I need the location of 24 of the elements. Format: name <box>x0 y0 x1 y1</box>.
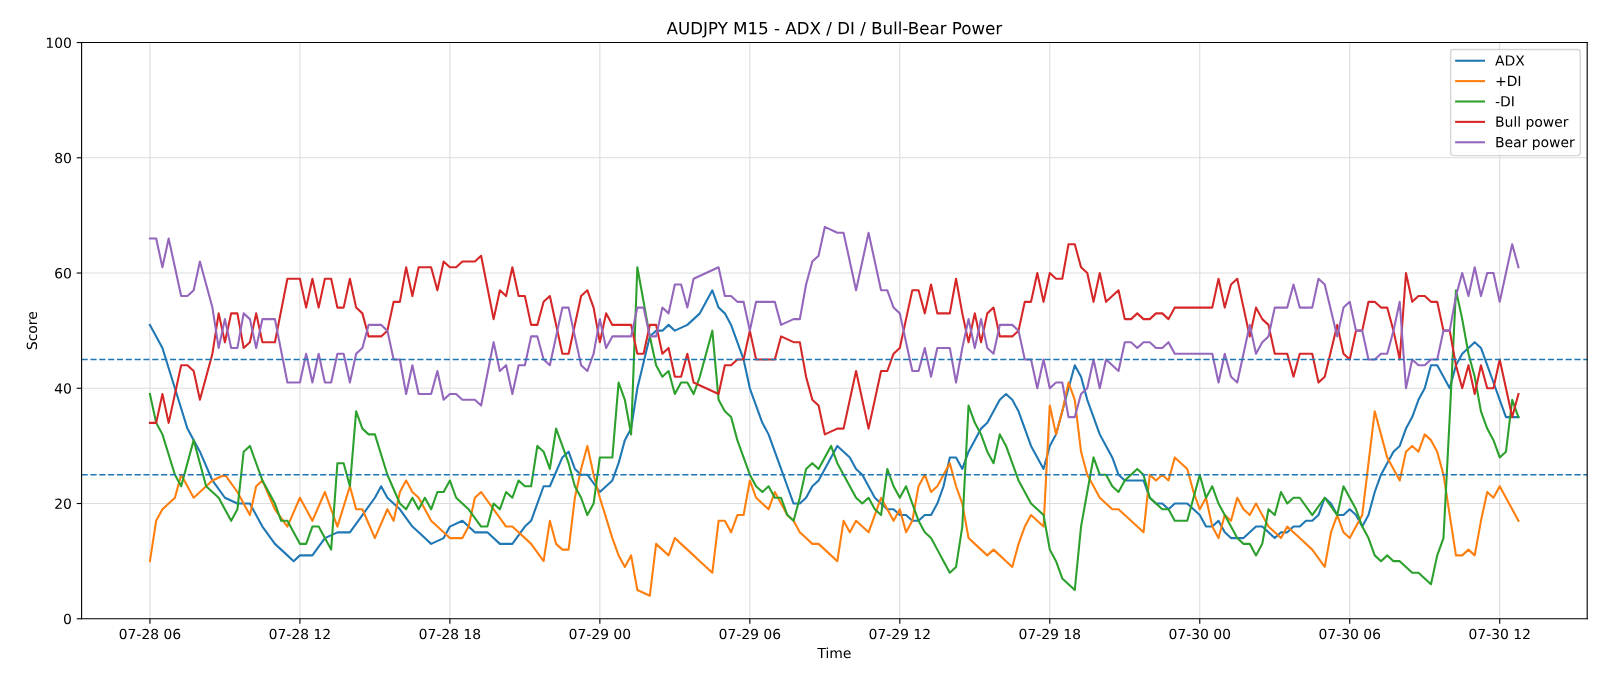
x-tick-label: 07-29 18 <box>1019 628 1081 640</box>
x-tick-label: 07-29 06 <box>719 628 781 640</box>
y-tick-label: 20 <box>55 498 71 509</box>
y-tick-label: 0 <box>63 613 71 625</box>
y-axis-title: Score <box>26 311 38 350</box>
x-axis-title: Time <box>817 647 851 659</box>
x-tick-label: 07-29 12 <box>869 628 930 640</box>
x-tick-label: 07-30 06 <box>1319 628 1381 640</box>
y-tick-label: 40 <box>54 383 71 394</box>
y-tick-label: 100 <box>46 37 71 49</box>
legend-label: Bull power <box>1496 116 1569 130</box>
x-tick-label: 07-28 18 <box>419 628 481 640</box>
x-tick-label: 07-28 12 <box>269 628 330 640</box>
x-tick-label: 07-30 12 <box>1469 628 1530 640</box>
y-tick-label: 60 <box>55 268 71 279</box>
y-tick-label: 80 <box>55 152 71 164</box>
legend-label: Bear power <box>1496 137 1575 151</box>
legend-label: -DI <box>1495 96 1514 107</box>
x-tick-label: 07-28 06 <box>119 628 181 640</box>
x-tick-label: 07-29 00 <box>569 628 631 640</box>
legend-label: +DI <box>1496 75 1521 86</box>
chart-title: AUDJPY M15 - ADX / DI / Bull-Bear Power <box>666 21 1003 38</box>
x-tick-label: 07-30 00 <box>1169 628 1231 640</box>
legend-label: ADX <box>1495 55 1525 66</box>
